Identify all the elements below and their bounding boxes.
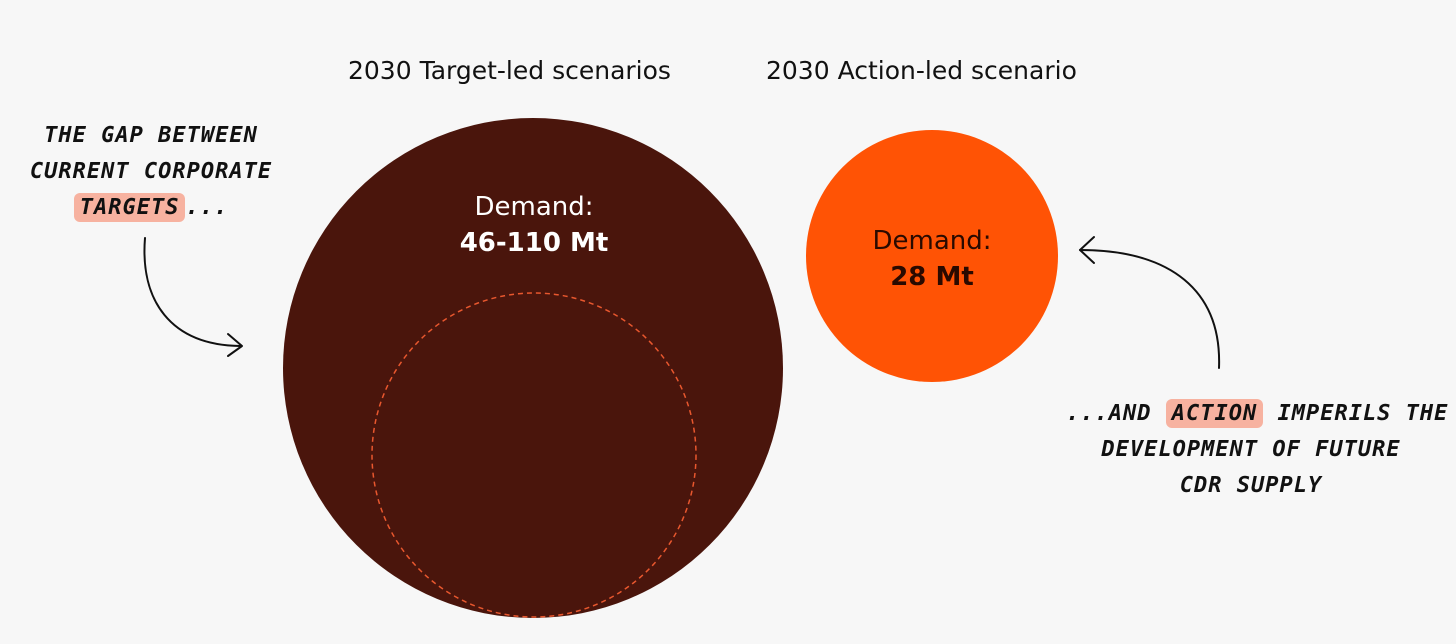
- right-annotation-line-2: development of future: [1101, 437, 1401, 462]
- action-led-heading: 2030 Action-led scenario: [766, 56, 1077, 85]
- action-led-demand-label: Demand: 28 Mt: [782, 226, 1082, 292]
- left-annotation: The gap between current corporate target…: [16, 118, 286, 226]
- action-led-demand-caption: Demand:: [872, 226, 992, 256]
- target-led-circle: [283, 118, 783, 618]
- right-annotation-lead: ...and: [1066, 401, 1152, 426]
- right-annotation-highlight: action: [1165, 399, 1264, 428]
- right-annotation-line-3: CDR supply: [1179, 473, 1323, 498]
- action-led-demand-value: 28 Mt: [890, 262, 974, 292]
- left-annotation-trail: ...: [185, 195, 229, 220]
- left-arrow: [143, 237, 243, 357]
- action-led-circle: [806, 130, 1058, 382]
- left-annotation-line-2: current corporate: [29, 159, 273, 184]
- right-arrow: [1079, 236, 1221, 369]
- left-annotation-highlight: targets: [73, 193, 186, 222]
- right-annotation: ...and action imperils the development o…: [1066, 396, 1447, 504]
- target-led-demand-caption: Demand:: [474, 192, 594, 222]
- target-led-demand-value: 46-110 Mt: [459, 228, 609, 258]
- right-annotation-rest: imperils the: [1277, 401, 1449, 426]
- target-led-inner-dashed-circle: [371, 292, 697, 618]
- left-annotation-line-1: The gap between: [44, 123, 258, 148]
- target-led-demand-label: Demand: 46-110 Mt: [384, 192, 684, 258]
- target-led-heading: 2030 Target-led scenarios: [348, 56, 671, 85]
